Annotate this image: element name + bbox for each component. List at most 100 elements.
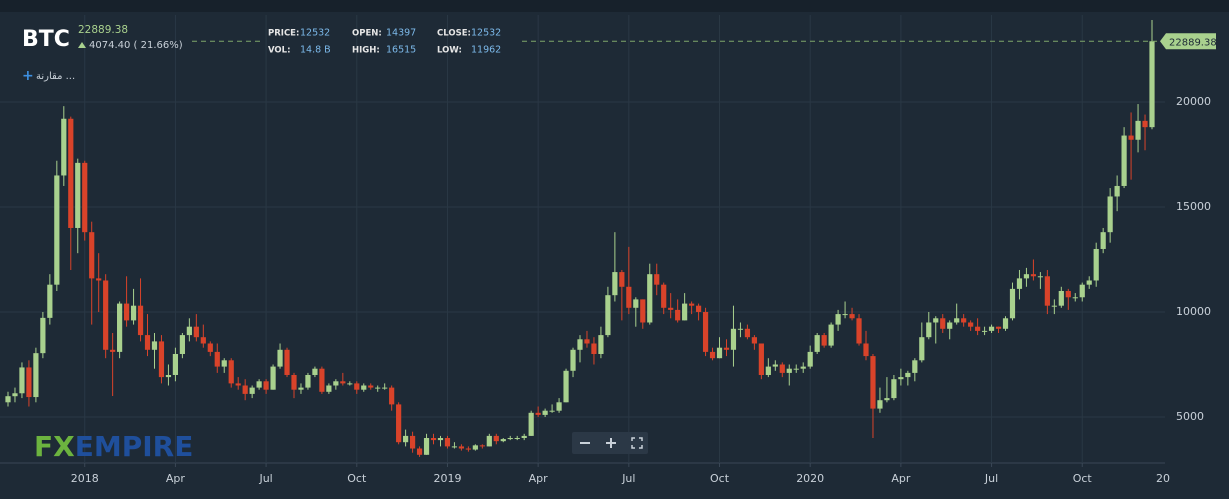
candle-body bbox=[347, 383, 353, 385]
candle-body bbox=[988, 326, 995, 331]
candle-body bbox=[905, 372, 911, 378]
last-price: 22889.38 bbox=[78, 24, 128, 36]
y-tick-label: 10000 bbox=[1176, 305, 1211, 318]
candle-body bbox=[82, 162, 88, 233]
candle-body bbox=[640, 299, 646, 323]
candle-body bbox=[1114, 185, 1120, 197]
candle-body bbox=[444, 438, 451, 447]
candle-body bbox=[570, 349, 576, 371]
candle-body bbox=[633, 299, 639, 308]
candle-body bbox=[340, 381, 346, 384]
candle-body bbox=[47, 284, 53, 318]
candle-body bbox=[1009, 288, 1016, 319]
x-tick-label: 20 bbox=[1156, 472, 1170, 485]
candle-body bbox=[12, 393, 18, 397]
candle-body bbox=[933, 318, 939, 323]
candle-body bbox=[954, 318, 960, 323]
top-bar bbox=[0, 0, 1229, 12]
candle-body bbox=[284, 349, 290, 375]
x-tick-label: 2019 bbox=[433, 472, 461, 485]
candle-body bbox=[940, 318, 946, 329]
info-value: 11962 bbox=[471, 45, 501, 56]
candle-body bbox=[786, 368, 792, 373]
candle-body bbox=[75, 162, 81, 228]
candle-body bbox=[521, 435, 527, 439]
candle-body bbox=[479, 445, 485, 447]
candle-body bbox=[975, 326, 981, 331]
candle-body bbox=[389, 387, 395, 405]
candle-body bbox=[396, 404, 402, 443]
up-arrow bbox=[78, 42, 86, 48]
candle-body bbox=[1079, 284, 1085, 298]
candle-body bbox=[221, 360, 227, 367]
candle-body bbox=[228, 360, 234, 384]
candle-body bbox=[668, 307, 674, 310]
candle-body bbox=[103, 280, 109, 350]
candle-body bbox=[926, 322, 932, 338]
overlay: BTC 22889.38 4074.40 ( 21.66%) + مقارنة … bbox=[22, 24, 1217, 463]
candle-body bbox=[737, 328, 744, 330]
candle-body bbox=[368, 385, 374, 388]
candle-body bbox=[919, 337, 925, 361]
candle-body bbox=[1135, 120, 1141, 140]
candle-body bbox=[165, 374, 172, 378]
compare-plus[interactable]: + bbox=[22, 68, 34, 84]
candle-body bbox=[423, 438, 430, 455]
candle-body bbox=[465, 448, 471, 450]
candle-body bbox=[884, 398, 890, 401]
candle-body bbox=[549, 410, 555, 412]
candle-body bbox=[765, 366, 771, 375]
candle-body bbox=[403, 435, 409, 443]
candle-body bbox=[898, 377, 904, 380]
candle-body bbox=[158, 341, 165, 378]
candle-body bbox=[472, 445, 478, 450]
info-label: VOL: bbox=[268, 46, 290, 56]
candle-body bbox=[493, 435, 499, 442]
candle-body bbox=[626, 286, 632, 308]
candle-body bbox=[137, 305, 144, 336]
candle-body bbox=[61, 118, 67, 176]
candle-body bbox=[1058, 290, 1064, 306]
candle-body bbox=[1030, 274, 1037, 277]
y-tick-label: 5000 bbox=[1176, 410, 1204, 423]
candle-body bbox=[647, 274, 653, 323]
candle-body bbox=[312, 368, 318, 375]
candle-body bbox=[1086, 280, 1092, 285]
logo-fx: FX bbox=[34, 430, 75, 463]
candle-body bbox=[249, 387, 255, 394]
price-tag-label: 22889.38 bbox=[1169, 37, 1217, 48]
candle-body bbox=[709, 351, 716, 359]
x-tick-label: Oct bbox=[710, 472, 730, 485]
candle-body bbox=[821, 335, 827, 346]
candle-body bbox=[577, 339, 583, 350]
candle-body bbox=[1149, 41, 1155, 128]
x-tick-label: Oct bbox=[347, 472, 367, 485]
candle-body bbox=[375, 387, 381, 389]
candle-body bbox=[870, 356, 876, 409]
candle-body bbox=[856, 318, 862, 344]
candle-body bbox=[382, 387, 388, 389]
x-tick-label: Jul bbox=[621, 472, 635, 485]
x-tick-label: Oct bbox=[1073, 472, 1093, 485]
y-tick-label: 15000 bbox=[1176, 200, 1211, 213]
candle-body bbox=[430, 438, 437, 441]
candle-body bbox=[144, 335, 151, 350]
candle-body bbox=[214, 351, 220, 367]
candle-body bbox=[584, 339, 590, 344]
candle-body bbox=[947, 322, 953, 329]
candle-body bbox=[207, 343, 213, 352]
candle-body bbox=[695, 305, 702, 312]
zoom-in[interactable] bbox=[606, 438, 616, 448]
candle-body bbox=[486, 435, 492, 447]
candle-body bbox=[793, 368, 799, 370]
candle-body bbox=[612, 272, 618, 296]
candle-body bbox=[200, 337, 206, 344]
candle-body bbox=[193, 326, 199, 338]
candle-body bbox=[968, 322, 974, 327]
candle-body bbox=[891, 379, 897, 399]
candle-body bbox=[130, 305, 137, 321]
compare[interactable]: مقارنة ... bbox=[36, 71, 75, 82]
x-tick-label: Apr bbox=[166, 472, 186, 485]
fullscreen[interactable] bbox=[631, 437, 643, 449]
candle-body bbox=[535, 412, 541, 415]
